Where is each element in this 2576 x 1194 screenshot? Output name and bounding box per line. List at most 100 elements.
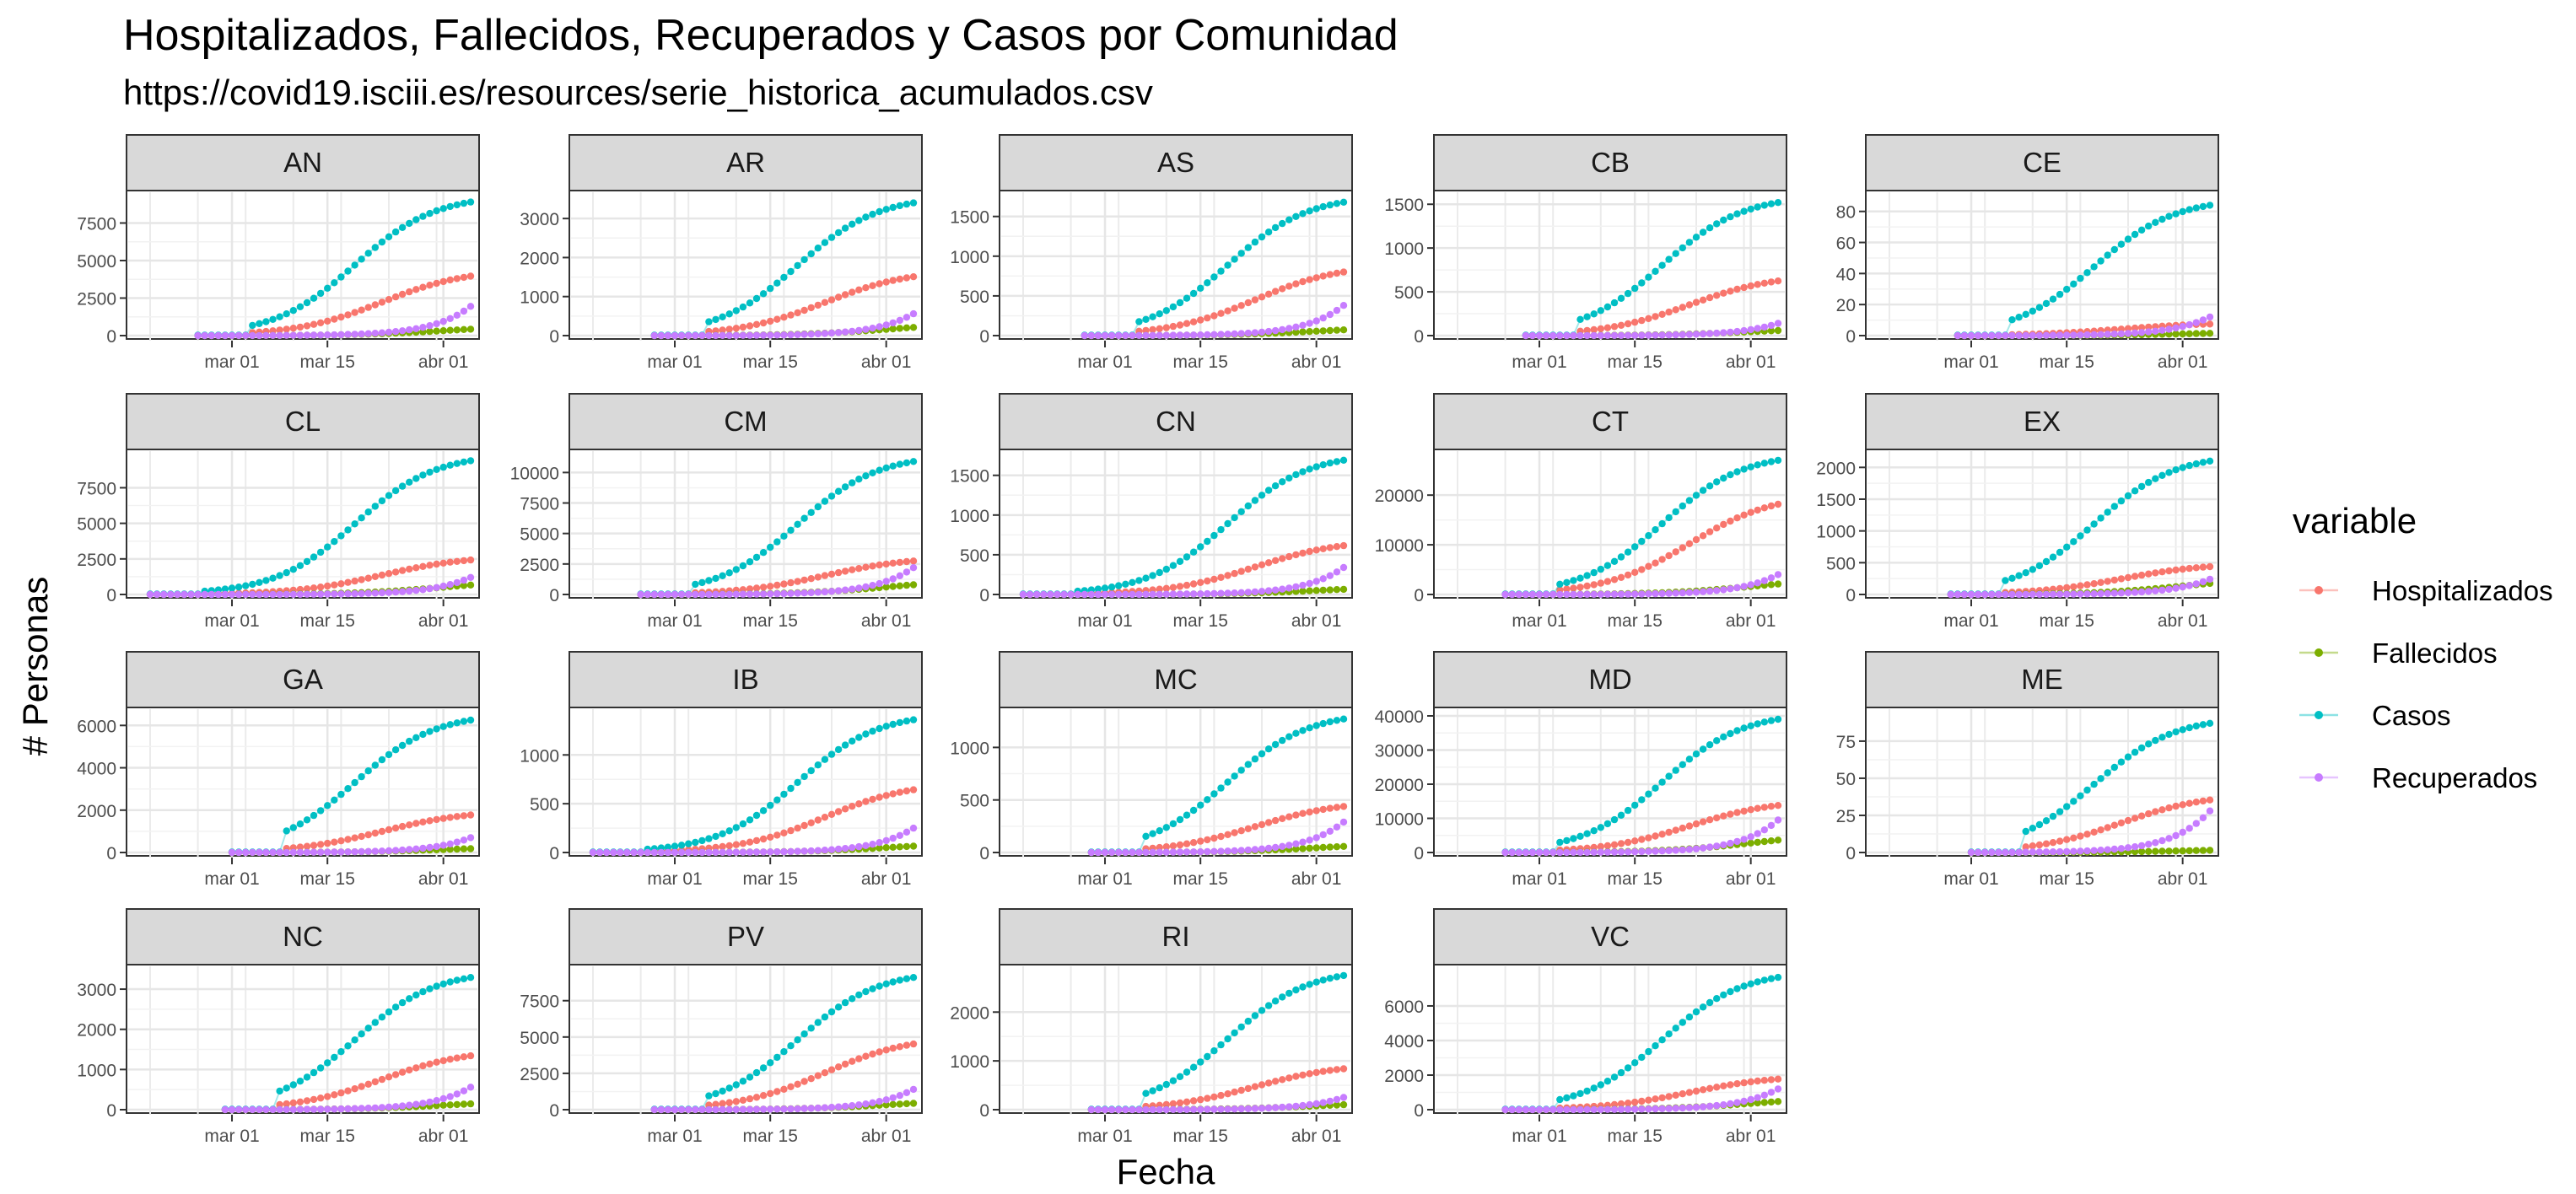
data-point-rec [1617,1105,1625,1113]
facet-strip [569,651,923,708]
data-point-casos [283,310,290,318]
data-point-casos [876,207,883,216]
chart-subtitle: https://covid19.isciii.es/resources/seri… [123,73,1153,112]
data-point-rec [1954,590,1962,599]
data-point-fall [1326,843,1334,851]
data-point-hosp [1169,322,1178,331]
data-point-casos [351,1036,358,1044]
data-point-hosp [794,824,801,832]
data-point-rec [1603,590,1612,598]
data-point-rec [385,847,393,855]
data-point-hosp [1617,573,1625,581]
data-point-casos [821,239,829,246]
data-point-rec [589,848,597,857]
data-point-casos [1231,514,1238,522]
data-point-casos [1183,294,1191,302]
data-point-hosp [1767,278,1776,286]
data-point-hosp [1597,325,1605,333]
data-point-rec [412,325,420,332]
data-point-fall [466,581,475,589]
data-point-casos [698,836,706,845]
y-tick-label: 80 [1836,203,1856,223]
data-point-casos [1767,200,1776,207]
data-point-casos [426,728,434,735]
data-point-hosp [1720,520,1727,529]
data-point-hosp [337,580,345,588]
data-point-casos [426,985,434,992]
data-point-fall [896,1100,904,1108]
data-point-rec [1033,590,1041,599]
y-tick-label: 500 [530,795,559,815]
facet-strip [1865,134,2219,191]
data-point-rec [1339,818,1348,826]
data-point-hosp [446,558,454,566]
data-point-rec [1624,590,1632,598]
data-point-rec [378,589,386,597]
data-point-casos [2022,827,2029,836]
data-point-fall [1767,1098,1776,1106]
data-point-casos [1258,1007,1266,1014]
data-point-rec [453,311,461,319]
data-point-hosp [1672,1091,1679,1100]
data-point-rec [2152,839,2159,847]
data-point-hosp [2152,808,2159,815]
data-point-rec [1107,590,1116,599]
data-point-casos [807,508,815,516]
facet-plot-area [999,707,1353,857]
data-point-hosp [1271,1078,1280,1085]
data-point-hosp [439,559,447,567]
data-point-hosp [426,817,434,825]
data-point-rec [849,327,856,336]
data-point-casos [1162,824,1171,831]
data-point-rec [1988,848,1996,857]
data-point-casos [364,1025,372,1032]
data-point-rec [2206,575,2214,584]
data-point-hosp [739,840,747,847]
data-point-rec [719,590,726,598]
data-point-rec [1515,848,1523,857]
data-point-hosp [1237,567,1245,575]
data-point-rec [1339,302,1348,309]
data-point-casos [2165,469,2173,476]
data-point-rec [1122,1105,1129,1114]
data-point-rec [1264,587,1273,594]
data-point-rec [1658,847,1666,855]
data-point-rec [2206,313,2214,321]
x-tick-label: mar 01 [1943,352,1998,372]
data-point-rec [1339,1094,1348,1101]
data-point-rec [1727,839,1734,847]
data-point-rec [903,1089,911,1097]
data-point-hosp [1672,826,1679,834]
data-point-rec [1210,847,1218,855]
data-point-casos [1658,519,1666,528]
data-point-hosp [364,574,372,582]
data-point-rec [303,1105,311,1113]
data-point-casos [1645,532,1652,540]
data-point-rec [1528,1105,1537,1114]
data-point-casos [773,796,781,804]
data-point-casos [1142,574,1150,582]
data-point-rec [303,590,311,598]
y-tick-label: 40000 [1375,707,1424,727]
data-point-hosp [364,1080,372,1089]
data-point-hosp [2104,824,2111,831]
data-point-rec [909,564,918,572]
data-point-rec [1142,848,1150,856]
data-point-rec [2172,324,2180,332]
data-point-casos [2185,206,2193,213]
data-point-rec [1590,848,1598,856]
data-point-rec [1176,1105,1184,1114]
data-point-casos [725,827,733,835]
data-point-casos [1610,1073,1619,1081]
data-point-hosp [719,842,726,851]
data-point-rec [855,1101,863,1109]
data-point-casos [1603,1078,1612,1085]
data-point-rec [698,590,706,599]
data-point-casos [834,1003,843,1011]
data-point-rec [759,1105,768,1113]
x-tick-label: abr 01 [2158,869,2208,889]
data-point-hosp [2199,797,2207,805]
y-tick-label: 2500 [77,289,116,309]
